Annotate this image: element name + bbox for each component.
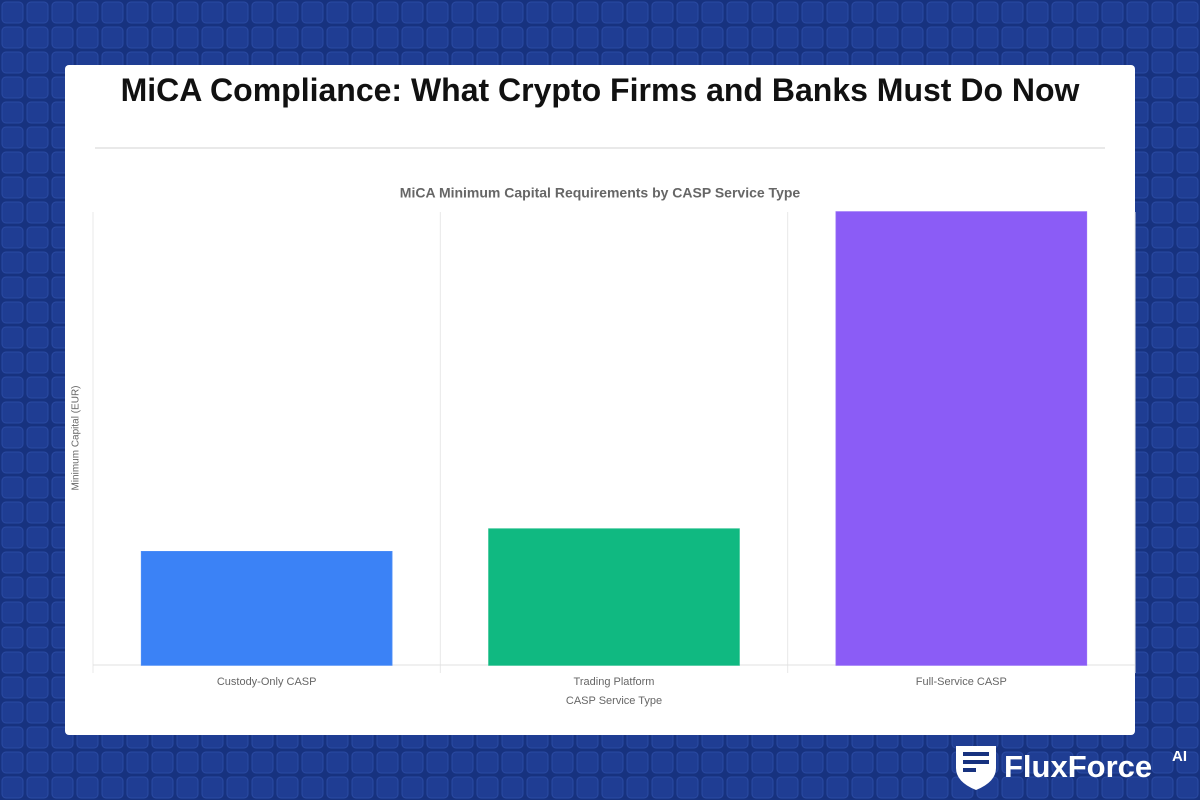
x-tick-label: Trading Platform [574,676,655,688]
brand-name: FluxForce [1004,749,1152,784]
page-title: MiCA Compliance: What Crypto Firms and B… [120,72,1080,108]
y-axis-title: Minimum Capital (EUR) [71,385,82,490]
bar [488,528,740,666]
bar [835,211,1088,666]
brand-suffix: AI [1172,748,1187,765]
x-tick-label: Full-Service CASP [916,676,1007,688]
shield-lines [963,752,989,772]
x-tick-label: Custody-Only CASP [217,676,317,688]
chart-title: MiCA Minimum Capital Requirements by CAS… [400,185,801,201]
logo: FluxForce AI [956,746,1187,790]
x-axis-title: CASP Service Type [566,695,662,707]
chart: MiCA Minimum Capital Requirements by CAS… [71,185,1136,707]
bar [140,551,393,666]
